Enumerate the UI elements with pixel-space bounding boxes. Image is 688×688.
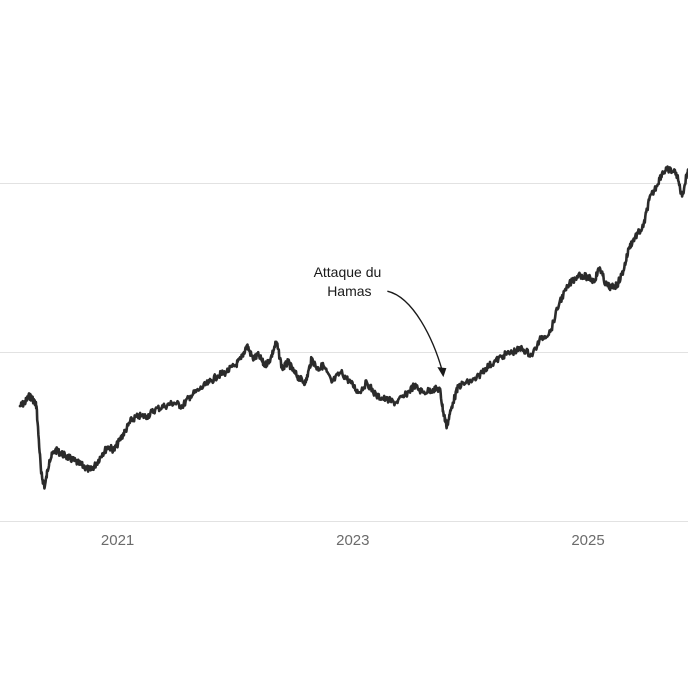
series-line-0	[18, 165, 688, 490]
annotation-arrow	[387, 290, 444, 372]
annotation-arrowhead	[437, 367, 447, 378]
annotation-group: Attaque du Hamas	[314, 264, 447, 378]
x-tick-label-2025: 2025	[571, 532, 604, 549]
x-tick-label-2023: 2023	[336, 532, 369, 549]
annotation-line-1: Attaque du	[314, 264, 382, 280]
annotation-line-2: Hamas	[327, 283, 371, 299]
grid-lines	[0, 183, 688, 522]
annotation-label: Attaque du Hamas	[314, 264, 386, 299]
series-group	[18, 165, 688, 490]
x-tick-label-2021: 2021	[101, 532, 134, 549]
x-axis-ticks: 2021 2023 2025	[101, 532, 605, 549]
